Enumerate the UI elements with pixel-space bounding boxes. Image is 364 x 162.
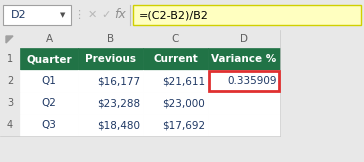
- Bar: [0, 114, 20, 136]
- Bar: [20, 92, 78, 114]
- Bar: [133, 5, 361, 25]
- Bar: [143, 48, 208, 70]
- Text: 3: 3: [7, 98, 13, 108]
- Bar: [208, 114, 280, 136]
- Text: 0.335909: 0.335909: [228, 76, 277, 86]
- Text: ⋮: ⋮: [74, 10, 84, 20]
- Bar: [143, 30, 208, 48]
- Text: D: D: [240, 34, 248, 44]
- Bar: [20, 30, 78, 48]
- Text: =(C2-B2)/B2: =(C2-B2)/B2: [139, 10, 209, 20]
- Text: ✕: ✕: [87, 10, 97, 20]
- Bar: [78, 70, 143, 92]
- Text: C: C: [172, 34, 179, 44]
- Bar: [0, 30, 20, 48]
- Text: $16,177: $16,177: [97, 76, 140, 86]
- Bar: [78, 114, 143, 136]
- Bar: [208, 30, 280, 48]
- Bar: [0, 48, 20, 70]
- Text: Q2: Q2: [41, 98, 56, 108]
- Text: Previous: Previous: [85, 54, 136, 64]
- Bar: [208, 92, 280, 114]
- Bar: [20, 70, 78, 92]
- Bar: [143, 114, 208, 136]
- Bar: [208, 70, 280, 92]
- Text: 1: 1: [7, 54, 13, 64]
- Bar: [78, 30, 143, 48]
- Text: ✓: ✓: [101, 10, 111, 20]
- Bar: [20, 114, 78, 136]
- Polygon shape: [6, 36, 13, 43]
- Text: Quarter: Quarter: [26, 54, 72, 64]
- Text: Variance %: Variance %: [211, 54, 277, 64]
- Bar: [0, 0, 364, 30]
- Text: Q3: Q3: [41, 120, 56, 130]
- Text: D2: D2: [11, 10, 27, 20]
- Text: $23,288: $23,288: [97, 98, 140, 108]
- Bar: [20, 48, 78, 70]
- Bar: [143, 70, 208, 92]
- Bar: [0, 30, 280, 48]
- Bar: [143, 92, 208, 114]
- Bar: [0, 92, 20, 114]
- Text: $23,000: $23,000: [162, 98, 205, 108]
- Text: A: A: [46, 34, 52, 44]
- Text: $17,692: $17,692: [162, 120, 205, 130]
- Bar: [209, 71, 279, 91]
- Text: ▼: ▼: [60, 12, 66, 18]
- Text: $18,480: $18,480: [97, 120, 140, 130]
- Bar: [78, 92, 143, 114]
- Bar: [3, 5, 71, 25]
- Text: 4: 4: [7, 120, 13, 130]
- Text: Current: Current: [153, 54, 198, 64]
- Bar: [208, 48, 280, 70]
- Bar: [0, 70, 20, 92]
- Text: $21,611: $21,611: [162, 76, 205, 86]
- Bar: [78, 48, 143, 70]
- Text: 2: 2: [7, 76, 13, 86]
- Text: fx: fx: [114, 8, 126, 22]
- Text: Q1: Q1: [41, 76, 56, 86]
- Text: B: B: [107, 34, 114, 44]
